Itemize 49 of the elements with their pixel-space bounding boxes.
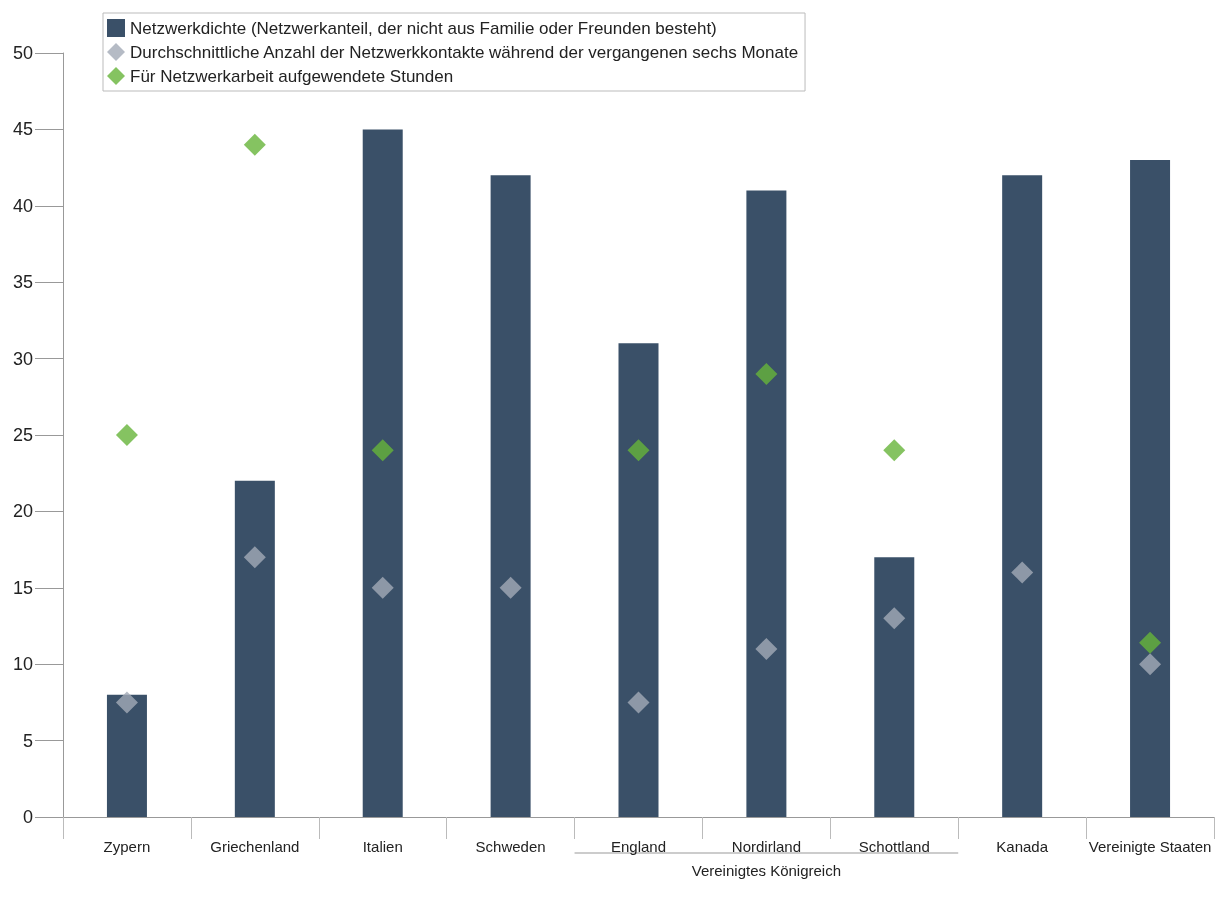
point bbox=[883, 439, 906, 462]
x-tick-label: Schottland bbox=[858, 838, 930, 855]
point bbox=[627, 439, 650, 462]
x-tick-label: Griechenland bbox=[210, 838, 300, 855]
y-tick-label: 45 bbox=[12, 119, 33, 140]
y-tick-label: 10 bbox=[12, 654, 33, 675]
point bbox=[1011, 561, 1034, 584]
point bbox=[1139, 631, 1162, 654]
bar bbox=[234, 480, 275, 817]
point bbox=[243, 133, 266, 156]
bar bbox=[362, 129, 403, 817]
bar bbox=[490, 175, 531, 817]
y-tick-label: 5 bbox=[22, 730, 33, 751]
point bbox=[499, 576, 522, 599]
point bbox=[115, 424, 138, 446]
bar bbox=[746, 190, 787, 817]
point bbox=[243, 546, 266, 569]
point bbox=[371, 439, 394, 462]
legend-label: Durchschnittliche Anzahl der Netzwerkkontakte während der vergangenen sechs Monate bbox=[130, 42, 799, 62]
bar bbox=[874, 557, 915, 817]
y-tick-label: 20 bbox=[12, 501, 33, 522]
text: Vereinigtes Königreich bbox=[691, 862, 842, 879]
point bbox=[1139, 653, 1162, 676]
y-tick-label: 30 bbox=[12, 348, 33, 369]
point bbox=[627, 691, 650, 714]
bar bbox=[1002, 175, 1043, 817]
bar bbox=[618, 343, 659, 817]
x-tick-label: Zypern bbox=[103, 838, 151, 855]
y-tick-label: 25 bbox=[12, 425, 33, 445]
y-tick-label: 0 bbox=[22, 807, 33, 827]
y-tick-label: 35 bbox=[12, 272, 33, 293]
x-tick-label: Schweden bbox=[475, 838, 546, 855]
bar bbox=[1130, 159, 1171, 817]
y-tick-label: 15 bbox=[12, 577, 33, 598]
point bbox=[755, 637, 778, 660]
point bbox=[883, 607, 906, 630]
point bbox=[755, 362, 778, 385]
x-tick-label: Vereinigte Staaten bbox=[1088, 838, 1212, 855]
legend-label: Für Netzwerkarbeit aufgewendete Stunden bbox=[130, 66, 454, 86]
point bbox=[371, 576, 394, 599]
point bbox=[115, 691, 138, 714]
x-tick-label: Nordirland bbox=[731, 838, 801, 855]
bar bbox=[106, 694, 147, 817]
y-tick-label: 40 bbox=[12, 195, 33, 216]
x-tick-label: Italien bbox=[362, 838, 403, 855]
y-tick-label: 50 bbox=[12, 43, 33, 63]
legend-label: Netzwerkdichte (Netzwerkanteil, der nicht aus Familie oder Freunden besteht) bbox=[130, 18, 717, 38]
x-tick-label: Kanada bbox=[996, 838, 1049, 855]
x-tick-label: England bbox=[610, 838, 667, 855]
